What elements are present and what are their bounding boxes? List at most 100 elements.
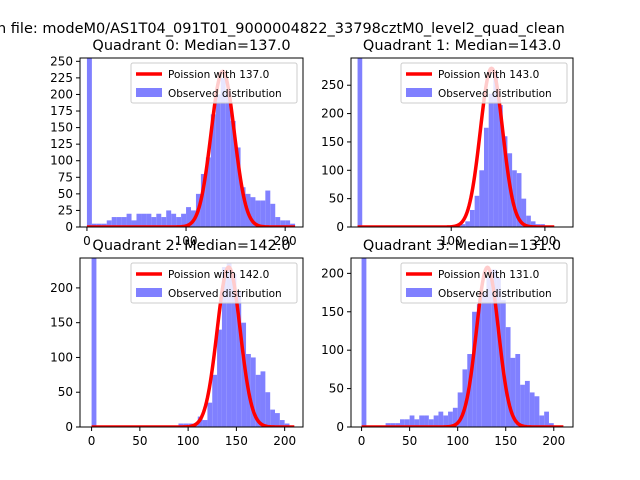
histogram-bar (496, 277, 501, 427)
legend-hist-label: Observed distribution (438, 88, 552, 100)
histogram-bar (361, 258, 367, 427)
histogram-bar (457, 392, 463, 427)
histogram-bar (270, 203, 276, 227)
y-tick-label: 0 (336, 420, 344, 434)
y-tick-label: 250 (321, 78, 344, 92)
histogram-bar (141, 213, 147, 227)
quadrant-3-axes-frame (350, 257, 574, 428)
x-tick-label: 100 (440, 234, 463, 248)
quadrant-2-legend: Poission with 142.0 Observed distribution (130, 262, 298, 304)
y-tick-label: 100 (321, 343, 344, 357)
histogram-bar (240, 187, 246, 227)
histogram-bar (428, 419, 434, 427)
histogram-bar (433, 415, 439, 427)
histogram-bar (171, 213, 177, 227)
quadrant-1-title: Quadrant 1: Median=143.0 (363, 38, 561, 54)
histogram-bar (121, 217, 127, 227)
histogram-bar (472, 311, 477, 427)
histogram-bar (126, 213, 132, 227)
quadrant-0-histogram (86, 58, 296, 227)
x-tick-label: 0 (358, 434, 366, 448)
quadrant-3-panel: Quadrant 3: Median=131.0 0 50 100 150 200 0 50 1… (321, 238, 574, 448)
y-tick-label: 150 (321, 305, 344, 319)
histogram-bar (520, 384, 525, 427)
quadrant-1-panel: Quadrant 1: Median=143.0 100 200 0 50 100 150 2… (321, 38, 574, 248)
histogram-bar (255, 200, 261, 227)
histogram-bar (448, 411, 453, 427)
legend-hist-swatch (136, 288, 162, 297)
histogram-bar (221, 267, 227, 427)
y-tick-label: 50 (58, 385, 73, 399)
histogram-bar (395, 423, 401, 427)
y-tick-label: 200 (321, 266, 344, 280)
x-tick-label: 100 (177, 434, 200, 448)
histogram-bar (217, 329, 222, 427)
histogram-bar (526, 215, 531, 227)
histogram-bar (493, 73, 499, 227)
quadrant-1-axes-frame (350, 57, 574, 228)
quadrant-2-panel: Quadrant 2: Median=142.0 0 50 100 150 200 0 50 1… (50, 238, 304, 448)
x-tick-label: 100 (175, 234, 198, 248)
x-tick-label: 200 (273, 434, 296, 448)
histogram-bar (207, 402, 213, 427)
quadrant-2-model-line (90, 265, 296, 427)
histogram-bar (481, 292, 487, 427)
x-tick-label: 100 (446, 434, 469, 448)
histogram-bar (136, 213, 142, 227)
histogram-bar (131, 220, 137, 227)
histogram-bar (498, 105, 503, 227)
histogram-bar (488, 93, 494, 227)
histogram-bar (409, 415, 415, 427)
legend-model-label: Poission with 143.0 (438, 69, 539, 81)
legend-hist-label: Observed distribution (168, 288, 282, 300)
histogram-bar (106, 220, 112, 227)
histogram-bar (225, 94, 231, 227)
histogram-bar (479, 170, 485, 227)
y-tick-label: 175 (50, 104, 73, 118)
histogram-bar (474, 195, 480, 227)
histogram-bar (486, 277, 492, 427)
x-tick-label: 200 (533, 234, 556, 248)
y-tick-label: 50 (329, 192, 344, 206)
histogram-bar (215, 94, 221, 227)
quadrant-1-model-line (356, 66, 556, 227)
y-tick-label: 200 (50, 87, 73, 101)
quadrant-2-title: Quadrant 2: Median=142.0 (92, 238, 290, 254)
histogram-bar (241, 322, 247, 427)
histogram-bar (186, 207, 192, 227)
histogram-bar (260, 371, 266, 427)
y-tick-label: 150 (321, 135, 344, 149)
y-tick-label: 225 (50, 71, 73, 85)
histogram-bar (539, 415, 545, 427)
quadrant-3-title: Quadrant 3: Median=131.0 (363, 238, 561, 254)
x-tick-label: 200 (274, 234, 297, 248)
y-tick-label: 100 (321, 163, 344, 177)
histogram-bar (230, 120, 236, 227)
histogram-bar (534, 396, 540, 427)
histogram-bar (205, 157, 211, 227)
y-tick-label: 0 (336, 220, 344, 234)
quadrant-0-legend: Poission with 137.0 Observed distribution (130, 62, 298, 104)
histogram-bar (236, 291, 242, 427)
y-tick-label: 25 (58, 203, 73, 217)
legend-model-label: Poission with 142.0 (168, 269, 269, 281)
x-tick-label: 150 (494, 434, 517, 448)
histogram-bar (181, 213, 187, 227)
histogram-bar (86, 58, 92, 227)
histogram-bar (521, 198, 527, 227)
quadrant-0-title: Quadrant 0: Median=137.0 (92, 38, 290, 54)
legend-box (400, 262, 568, 304)
legend-model-label: Poission with 131.0 (438, 269, 539, 281)
histogram-bar (279, 420, 285, 427)
histogram-bar (462, 369, 468, 427)
y-tick-label: 150 (50, 121, 73, 135)
quadrant-0-axes-frame (79, 57, 304, 228)
legend-hist-swatch (406, 288, 432, 297)
histogram-bar (250, 357, 256, 427)
y-tick-label: 75 (58, 170, 73, 184)
histogram-bar (502, 136, 508, 227)
x-tick-label: 0 (83, 234, 91, 248)
histogram-bar (151, 217, 157, 227)
histogram-bar (465, 221, 470, 227)
